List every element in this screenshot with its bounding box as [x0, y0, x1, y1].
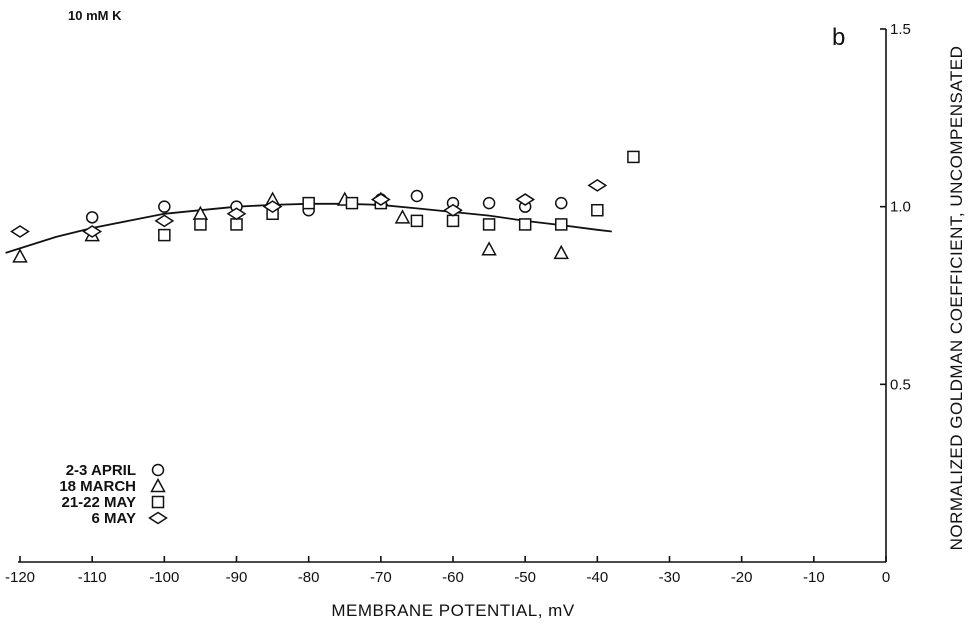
legend-marker-triangle [150, 477, 166, 493]
legend-label: 2-3 APRIL [66, 462, 136, 479]
data-point-square [555, 218, 568, 231]
x-tick-label: -90 [226, 569, 248, 586]
series-circle [85, 189, 568, 224]
legend-label: 18 MARCH [59, 478, 136, 495]
legend-label: 6 MAY [92, 510, 136, 527]
data-point-square [230, 218, 243, 231]
data-point-triangle [553, 244, 570, 260]
data-point-square [194, 218, 207, 231]
data-point-circle [85, 211, 99, 224]
data-point-diamond [262, 200, 283, 214]
data-point-square [446, 214, 460, 228]
x-tick-label: 0 [882, 569, 890, 586]
data-point-circle [410, 189, 424, 203]
data-points [10, 150, 640, 263]
y-axis-label: NORMALIZED GOLDMAN COEFFICIENT, UNCOMPEN… [947, 46, 966, 551]
x-tick-label: -70 [370, 569, 392, 586]
data-point-diamond [515, 193, 536, 206]
y-tick-label: 0.5 [890, 376, 911, 393]
y-axis-ticks: 0.5 1.0 1.5 [880, 21, 911, 393]
x-tick-label: -30 [659, 569, 681, 586]
data-point-circle [482, 196, 496, 210]
data-point-square [591, 203, 604, 217]
x-tick-label: -100 [149, 569, 179, 586]
x-tick-label: -20 [731, 569, 753, 586]
data-point-diamond [370, 193, 391, 206]
x-axis-ticks: -120 -110 -100 -90 -80 -70 -60 -50 -40 -30 -20 -10 0 [5, 556, 890, 586]
data-point-triangle [481, 241, 497, 256]
data-point-diamond [443, 203, 463, 217]
panel-letter: b [832, 24, 845, 51]
legend-marker-circle [151, 463, 165, 477]
x-tick-label: -40 [586, 569, 608, 586]
legend-label: 21-22 MAY [62, 494, 137, 511]
x-tick-label: -10 [803, 569, 825, 586]
corner-label: 10 mM K [68, 8, 122, 23]
data-point-square [345, 196, 359, 210]
data-point-diamond [226, 207, 247, 221]
axes [18, 29, 887, 563]
data-point-diamond [587, 178, 608, 192]
data-point-diamond [10, 225, 30, 238]
x-tick-label: -80 [298, 569, 320, 586]
x-tick-label: -120 [5, 569, 35, 586]
data-point-square [627, 150, 640, 164]
y-tick-label: 1.5 [890, 21, 911, 38]
legend-marker-square [151, 495, 165, 509]
x-axis-label: MEMBRANE POTENTIAL, mV [331, 601, 575, 620]
data-point-triangle [12, 248, 28, 263]
x-tick-label: -60 [442, 569, 464, 586]
data-point-diamond [154, 214, 175, 228]
y-tick-label: 1.0 [890, 199, 911, 216]
x-tick-label: -50 [514, 569, 536, 586]
data-point-diamond [82, 225, 103, 238]
data-point-square [482, 218, 496, 231]
data-point-circle [555, 196, 568, 210]
data-point-triangle [394, 209, 411, 224]
series-square [158, 150, 640, 242]
x-tick-label: -110 [78, 569, 107, 586]
data-point-square [518, 218, 532, 231]
data-point-square [158, 228, 171, 242]
series-diamond [10, 178, 608, 238]
data-point-square [410, 214, 424, 228]
data-point-square [302, 196, 315, 210]
data-point-circle [158, 200, 171, 213]
legend-marker-diamond [148, 511, 168, 525]
